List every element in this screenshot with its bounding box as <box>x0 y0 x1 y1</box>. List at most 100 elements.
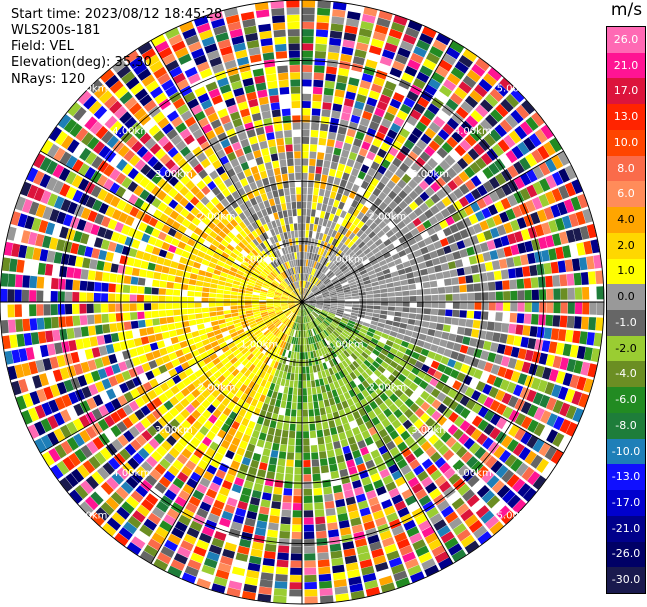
range-gate <box>426 507 439 519</box>
range-gate <box>332 103 343 112</box>
range-gate <box>102 324 111 334</box>
range-gate <box>345 383 353 391</box>
range-gate <box>73 230 83 243</box>
range-gate <box>322 102 332 110</box>
range-gate <box>205 488 218 499</box>
range-gate <box>421 558 436 570</box>
range-gate <box>309 313 315 320</box>
range-gate <box>290 321 295 329</box>
range-gate <box>350 266 358 273</box>
range-gate <box>337 295 345 298</box>
range-gate <box>254 246 261 254</box>
range-gate <box>174 231 184 240</box>
range-gate <box>436 248 445 257</box>
range-gate <box>398 414 408 424</box>
range-gate <box>147 512 161 525</box>
range-gate <box>315 270 320 277</box>
range-gate <box>288 387 293 395</box>
range-gate <box>297 259 300 267</box>
range-gate <box>330 246 337 254</box>
range-gate <box>184 352 194 361</box>
range-gate <box>458 383 469 394</box>
range-gate <box>272 260 279 268</box>
range-gate <box>11 243 21 257</box>
range-gate <box>309 321 314 329</box>
range-gate <box>287 312 293 319</box>
range-gate <box>256 377 263 385</box>
range-gate <box>407 318 416 325</box>
range-gate <box>153 130 165 142</box>
range-gate <box>47 343 56 356</box>
range-gate <box>94 213 105 225</box>
range-gate <box>388 163 398 174</box>
range-gate <box>590 348 600 363</box>
range-gate <box>307 306 313 312</box>
range-gate <box>303 510 314 518</box>
range-gate <box>324 435 332 444</box>
range-gate <box>401 241 411 249</box>
range-gate <box>115 486 129 500</box>
range-gate <box>66 437 79 451</box>
range-gate <box>290 560 302 568</box>
range-gate <box>240 11 255 21</box>
range-gate <box>174 322 183 329</box>
range-gate <box>282 349 287 357</box>
range-gate <box>79 280 88 291</box>
range-gate <box>279 233 285 241</box>
range-gate <box>407 372 417 382</box>
range-gate <box>116 467 130 480</box>
range-gate <box>507 357 517 369</box>
range-gate <box>360 398 369 408</box>
range-gate <box>207 221 216 230</box>
range-gate <box>521 100 535 115</box>
range-gate <box>503 302 511 312</box>
range-gate <box>151 34 166 47</box>
colorbar-segment <box>607 464 645 491</box>
range-gate <box>215 32 229 43</box>
range-gate <box>328 168 337 177</box>
range-gate <box>330 306 338 310</box>
range-gate <box>391 140 403 151</box>
range-gate <box>117 234 127 245</box>
range-gate <box>199 29 213 41</box>
range-gate <box>483 73 498 87</box>
range-gate <box>262 232 269 240</box>
range-gate <box>279 256 285 264</box>
range-gate <box>307 315 311 322</box>
range-gate <box>352 449 362 459</box>
range-gate <box>441 196 452 207</box>
range-gate <box>210 196 220 206</box>
range-gate <box>20 181 32 197</box>
range-gate <box>446 73 461 86</box>
range-gate <box>114 243 124 254</box>
range-gate <box>91 156 103 169</box>
range-gate <box>193 242 202 250</box>
range-gate <box>282 239 287 248</box>
range-gate <box>296 194 302 202</box>
range-gate <box>226 128 237 138</box>
range-gate <box>130 388 141 399</box>
range-gate <box>248 136 258 145</box>
range-gate <box>270 102 280 111</box>
range-gate <box>360 224 369 232</box>
range-gate <box>401 72 415 84</box>
range-gate <box>302 180 308 188</box>
range-gate <box>361 272 369 279</box>
range-gate <box>141 74 156 87</box>
range-gate <box>265 536 278 545</box>
range-gate <box>180 208 190 218</box>
range-gate <box>398 190 408 200</box>
range-gate <box>322 291 329 296</box>
range-ring-label: 5.00km <box>70 511 108 522</box>
range-gate <box>413 103 426 114</box>
range-gate <box>478 138 491 152</box>
range-gate <box>476 232 486 243</box>
range-gate <box>226 382 235 392</box>
range-gate <box>296 431 302 439</box>
range-gate <box>169 66 183 78</box>
range-gate <box>264 543 277 552</box>
range-gate <box>331 557 344 566</box>
range-gate <box>334 316 342 322</box>
range-gate <box>526 389 537 403</box>
range-gate <box>359 328 368 334</box>
